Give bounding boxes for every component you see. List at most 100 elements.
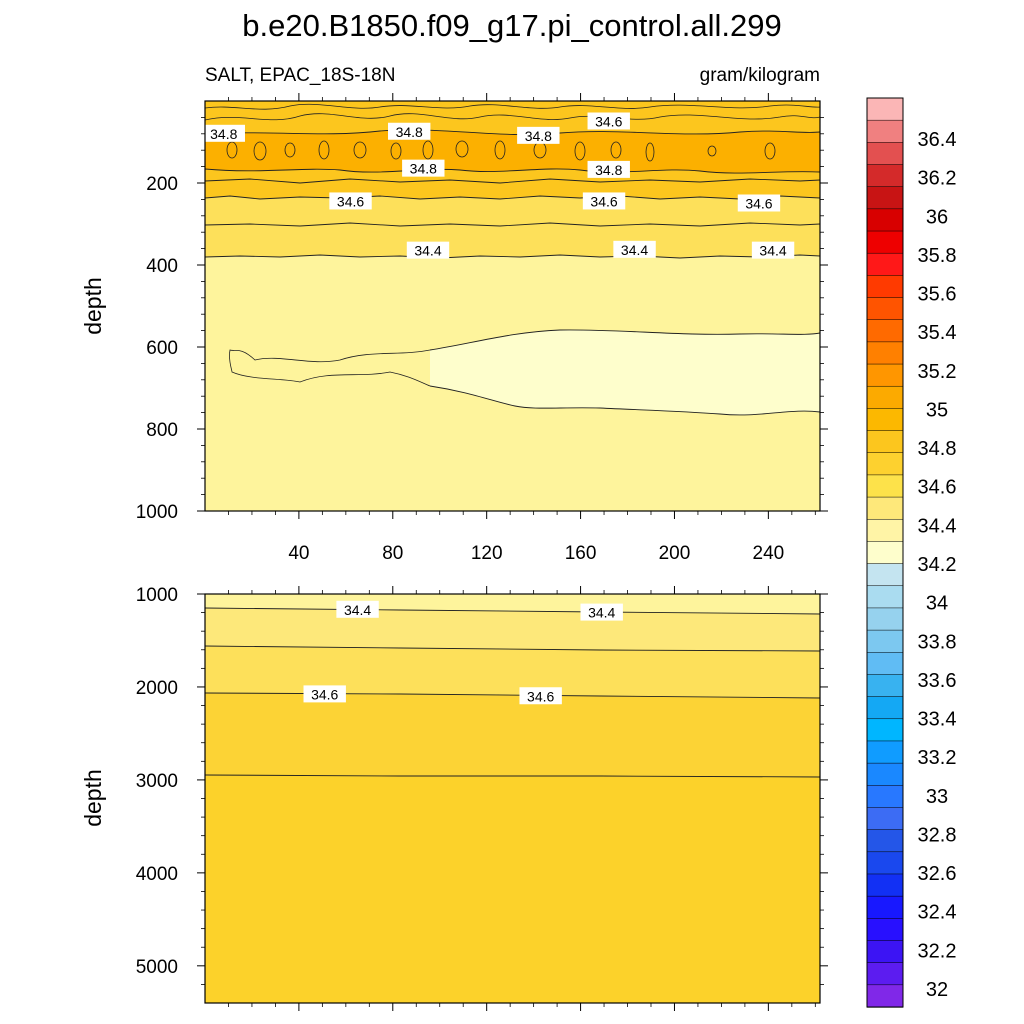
lower-ytick-label-2: 3000	[136, 771, 178, 792]
colorbar-box-30	[866, 762, 904, 786]
contour-label-text: 34.4	[588, 605, 615, 621]
contour-line-34.6-top1	[205, 113, 820, 121]
contour-line-lower-34.4b	[205, 645, 820, 652]
colorbar-label-4: 35.6	[918, 284, 957, 306]
colorbar-box-31	[866, 785, 904, 809]
contour-label-text: 34.8	[595, 162, 622, 178]
lower-ytick-label-1: 2000	[136, 678, 178, 699]
contour-label-bg	[751, 241, 795, 259]
colorbar: 36.4 36.2 36 35.8 35.6 35.4 35.2 35 34.8 34.6 34.4…	[866, 97, 957, 1008]
contour-line-34.4	[205, 254, 820, 259]
colorbar-box-17	[866, 474, 904, 498]
upper-contour-label-0: 34.8	[202, 124, 245, 142]
colorbar-label-11: 34.2	[918, 554, 957, 576]
colorbar-label-15: 33.4	[918, 709, 957, 731]
upper-ytick-label-1: 400	[146, 256, 178, 277]
colorbar-box-20	[866, 541, 904, 565]
contour-label-text: 34.8	[525, 128, 552, 144]
contour-label-bg	[406, 241, 450, 259]
lower-contour-label-0: 34.4	[336, 600, 379, 618]
colorbar-box-16	[866, 452, 904, 476]
upper-ylabel: depth	[80, 277, 106, 335]
colorbar-box-29	[866, 740, 904, 764]
colorbar-box-9	[866, 297, 904, 321]
colorbar-box-7	[866, 252, 904, 277]
contour-label-text: 34.8	[396, 124, 423, 140]
colorbar-frame	[866, 97, 904, 1008]
colorbar-box-5	[866, 208, 904, 232]
upper-contour-label-2: 34.8	[517, 126, 560, 144]
colorbar-box-15	[866, 430, 904, 454]
lower-ytick-label-3: 4000	[136, 864, 178, 885]
colorbar-box-6	[866, 230, 904, 254]
lower-contour-label-2: 34.6	[303, 685, 346, 703]
colorbar-label-5: 35.4	[918, 322, 957, 344]
contour-label-bg	[517, 126, 560, 144]
colorbar-box-25	[866, 652, 904, 676]
colorbar-label-21: 32.2	[918, 940, 957, 962]
contour-label-bg	[402, 159, 445, 177]
upper-contour-label-10: 34.4	[613, 240, 656, 258]
lower-ytick-label-0: 1000	[136, 585, 178, 606]
colorbar-label-10: 34.4	[918, 515, 957, 537]
contour-line-34.6-top2	[205, 103, 820, 110]
contour-label-bg	[587, 160, 630, 178]
contour-label-text: 34.4	[414, 243, 441, 259]
colorbar-label-17: 33	[926, 786, 948, 808]
contour-label-text: 34.4	[621, 242, 648, 258]
upper-contour-label-5: 34.8	[587, 160, 630, 178]
colorbar-label-18: 32.8	[918, 824, 957, 846]
contour-label-bg	[580, 603, 623, 621]
colorbar-label-12: 34	[926, 593, 948, 615]
colorbar-box-38	[866, 940, 904, 964]
contour-line-34.8b	[205, 168, 820, 174]
colorbar-label-16: 33.2	[918, 747, 957, 769]
upper-contour-label-9: 34.4	[406, 241, 450, 259]
colorbar-box-22	[866, 585, 904, 609]
colorbar-box-4	[866, 186, 904, 210]
upper-contour-label-7: 34.6	[582, 192, 626, 210]
colorbar-box-23	[866, 607, 904, 631]
colorbar-box-28	[866, 718, 904, 742]
colorbar-box-40	[866, 984, 904, 1008]
colorbar-box-39	[866, 962, 904, 986]
colorbar-box-37	[866, 918, 904, 942]
colorbar-label-1: 36.2	[918, 168, 957, 190]
upper-xtick-label-5: 240	[753, 543, 785, 564]
contour-label-bg	[388, 122, 431, 140]
contour-line-lower-34.6	[205, 692, 820, 699]
contour-label-bg	[737, 194, 781, 212]
lower-contour-label-1: 34.4	[580, 603, 623, 621]
colorbar-label-2: 36	[926, 206, 948, 228]
upper-xtick-label-3: 160	[565, 543, 597, 564]
figure-title: b.e20.B1850.f09_g17.pi_control.all.299	[242, 8, 782, 43]
contour-line-34.8a	[205, 178, 820, 184]
contour-label-text: 34.6	[311, 686, 338, 702]
contour-line-34.2-west	[229, 349, 431, 387]
colorbar-label-7: 35	[926, 399, 948, 421]
colorbar-box-11	[866, 341, 904, 365]
lower-ytick-label-4: 5000	[136, 957, 178, 978]
upper-xtick-label-0: 40	[288, 543, 309, 564]
upper-xtick-label-4: 200	[659, 543, 691, 564]
contour-line-lower-34.7	[205, 774, 820, 778]
colorbar-label-19: 32.6	[918, 863, 957, 885]
contour-label-bg	[202, 124, 245, 142]
colorbar-box-13	[866, 385, 904, 410]
colorbar-label-22: 32	[926, 979, 948, 1001]
contour-label-text: 34.8	[210, 126, 237, 142]
contour-line-lower-34.4a	[205, 607, 820, 615]
contour-label-bg	[336, 600, 379, 618]
contour-label-text: 34.8	[410, 161, 437, 177]
upper-contour-label-4: 34.6	[587, 112, 630, 130]
colorbar-box-14	[866, 408, 904, 432]
contour-line-34.2	[429, 329, 820, 351]
fill-band-34.0-34.2	[430, 329, 820, 415]
lower-ylabel: depth	[80, 769, 106, 827]
contour-label-text: 34.4	[344, 602, 371, 618]
colorbar-box-24	[866, 629, 904, 653]
right-subtitle: gram/kilogram	[700, 65, 820, 86]
upper-contour-panel: 34.8 34.8 34.8 34.8 34.6 34.8 34.6 34.6 34.6 34.4…	[136, 93, 828, 564]
upper-ytick-label-3: 800	[146, 420, 178, 441]
